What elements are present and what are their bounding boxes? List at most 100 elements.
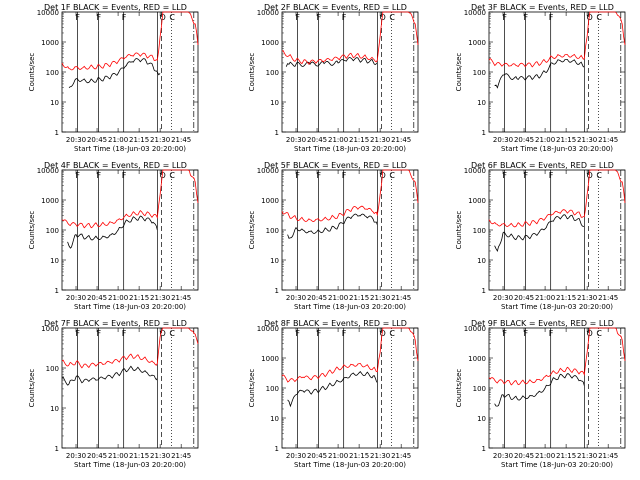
- y-tick-label: 1000: [468, 39, 486, 47]
- y-tick-label: 100: [473, 385, 486, 393]
- x-tick-label: 21:15: [349, 136, 369, 144]
- y-tick-label: 1000: [261, 355, 279, 363]
- x-tick-label: 21:15: [129, 294, 149, 302]
- x-tick-label: 21:15: [349, 294, 369, 302]
- x-tick-label: 21:30: [150, 294, 170, 302]
- y-tick-label: 100: [266, 227, 279, 235]
- y-tick-label: 1: [482, 129, 486, 137]
- annotation-label: F: [295, 329, 300, 338]
- series-line-lld: [488, 11, 626, 68]
- series-line-events: [287, 213, 378, 239]
- y-tick-label: 10: [50, 257, 59, 265]
- y-tick-label: 10000: [464, 325, 486, 333]
- x-tick-label: 21:30: [370, 452, 390, 460]
- annotation-label: C: [596, 171, 602, 180]
- y-tick-label: 100: [46, 365, 59, 373]
- annotation-label: F: [96, 171, 101, 180]
- annotation-label: F: [342, 171, 347, 180]
- annotation-label: C: [596, 13, 602, 22]
- annotation-label: F: [75, 13, 80, 22]
- plot-frame: [61, 169, 199, 291]
- y-tick-label: 1: [55, 129, 59, 137]
- x-axis-label: Start Time (18-Jun-03 20:20:00): [294, 145, 406, 153]
- annotation-label: F: [502, 171, 507, 180]
- x-axis-label: Start Time (18-Jun-03 20:20:00): [294, 303, 406, 311]
- series-line-events: [68, 58, 161, 89]
- series-line-events: [287, 370, 378, 408]
- x-tick-label: 21:00: [535, 136, 555, 144]
- annotation-label: F: [342, 13, 347, 22]
- x-tick-label: 20:30: [493, 294, 513, 302]
- series-line-events: [61, 365, 158, 386]
- plot-frame: [488, 327, 626, 449]
- annotation-label: F: [549, 171, 554, 180]
- annotation-label: F: [502, 329, 507, 338]
- panel-1: Det 1F BLACK = Events, RED = LLD 1 10 100 10…: [28, 3, 199, 153]
- x-tick-label: 21:30: [150, 452, 170, 460]
- x-tick-label: 21:30: [370, 294, 390, 302]
- x-tick-label: 20:45: [514, 452, 534, 460]
- annotation-label: F: [523, 171, 528, 180]
- x-tick-label: 20:30: [286, 452, 306, 460]
- x-tick-label: 20:30: [493, 452, 513, 460]
- x-axis-label: Start Time (18-Jun-03 20:20:00): [501, 461, 613, 469]
- x-tick-label: 21:00: [328, 452, 348, 460]
- plot-frame: [61, 11, 199, 133]
- x-tick-label: 20:45: [307, 136, 327, 144]
- plot-frame: [488, 169, 626, 291]
- y-axis-label: Counts/sec: [455, 211, 463, 250]
- annotation-label: C: [389, 329, 395, 338]
- y-tick-label: 1: [55, 287, 59, 295]
- x-tick-label: 20:30: [286, 294, 306, 302]
- panel-title: Det 3F BLACK = Events, RED = LLD: [471, 3, 614, 12]
- x-tick-label: 21:15: [129, 452, 149, 460]
- annotation-label: C: [169, 329, 175, 338]
- y-axis-label: Counts/sec: [28, 369, 36, 408]
- y-tick-label: 10000: [464, 9, 486, 17]
- x-tick-label: 20:45: [514, 136, 534, 144]
- y-tick-label: 1: [482, 287, 486, 295]
- x-tick-label: 20:30: [66, 452, 86, 460]
- annotation-label: C: [596, 329, 602, 338]
- annotation-label: F: [75, 329, 80, 338]
- x-tick-label: 21:30: [370, 136, 390, 144]
- x-tick-label: 21:00: [108, 136, 128, 144]
- y-axis-label: Counts/sec: [455, 53, 463, 92]
- y-tick-label: 1: [482, 445, 486, 453]
- panel-5: Det 5F BLACK = Events, RED = LLD 1 10 100 10…: [248, 161, 419, 311]
- series-line-lld: [61, 169, 199, 229]
- series-line-events: [494, 373, 585, 407]
- panel-title: Det 1F BLACK = Events, RED = LLD: [44, 3, 187, 12]
- x-tick-label: 21:30: [577, 452, 597, 460]
- x-tick-label: 21:00: [108, 294, 128, 302]
- panel-8: Det 8F BLACK = Events, RED = LLD 1 10 100 10…: [248, 319, 419, 469]
- x-axis-label: Start Time (18-Jun-03 20:20:00): [501, 145, 613, 153]
- y-tick-label: 100: [473, 69, 486, 77]
- x-tick-label: 21:45: [171, 452, 191, 460]
- series-line-lld: [281, 11, 419, 65]
- y-tick-label: 10000: [37, 9, 59, 17]
- annotation-label: F: [295, 13, 300, 22]
- annotation-label: F: [96, 329, 101, 338]
- annotation-label: O: [160, 171, 166, 180]
- annotation-label: F: [75, 171, 80, 180]
- panel-title: Det 7F BLACK = Events, RED = LLD: [44, 319, 187, 328]
- plot-frame: [281, 11, 419, 133]
- x-tick-label: 21:00: [328, 136, 348, 144]
- y-tick-label: 100: [46, 227, 59, 235]
- y-tick-label: 10: [50, 405, 59, 413]
- y-tick-label: 100: [473, 227, 486, 235]
- annotation-label: O: [380, 13, 386, 22]
- annotation-label: F: [502, 13, 507, 22]
- x-axis-label: Start Time (18-Jun-03 20:20:00): [294, 461, 406, 469]
- x-tick-label: 21:15: [556, 452, 576, 460]
- panel-title: Det 6F BLACK = Events, RED = LLD: [471, 161, 614, 170]
- x-tick-label: 20:30: [66, 294, 86, 302]
- x-tick-label: 21:45: [171, 136, 191, 144]
- annotation-label: O: [380, 329, 386, 338]
- x-tick-label: 21:45: [391, 136, 411, 144]
- annotation-label: F: [316, 329, 321, 338]
- y-tick-label: 10: [270, 415, 279, 423]
- x-tick-label: 21:45: [598, 136, 618, 144]
